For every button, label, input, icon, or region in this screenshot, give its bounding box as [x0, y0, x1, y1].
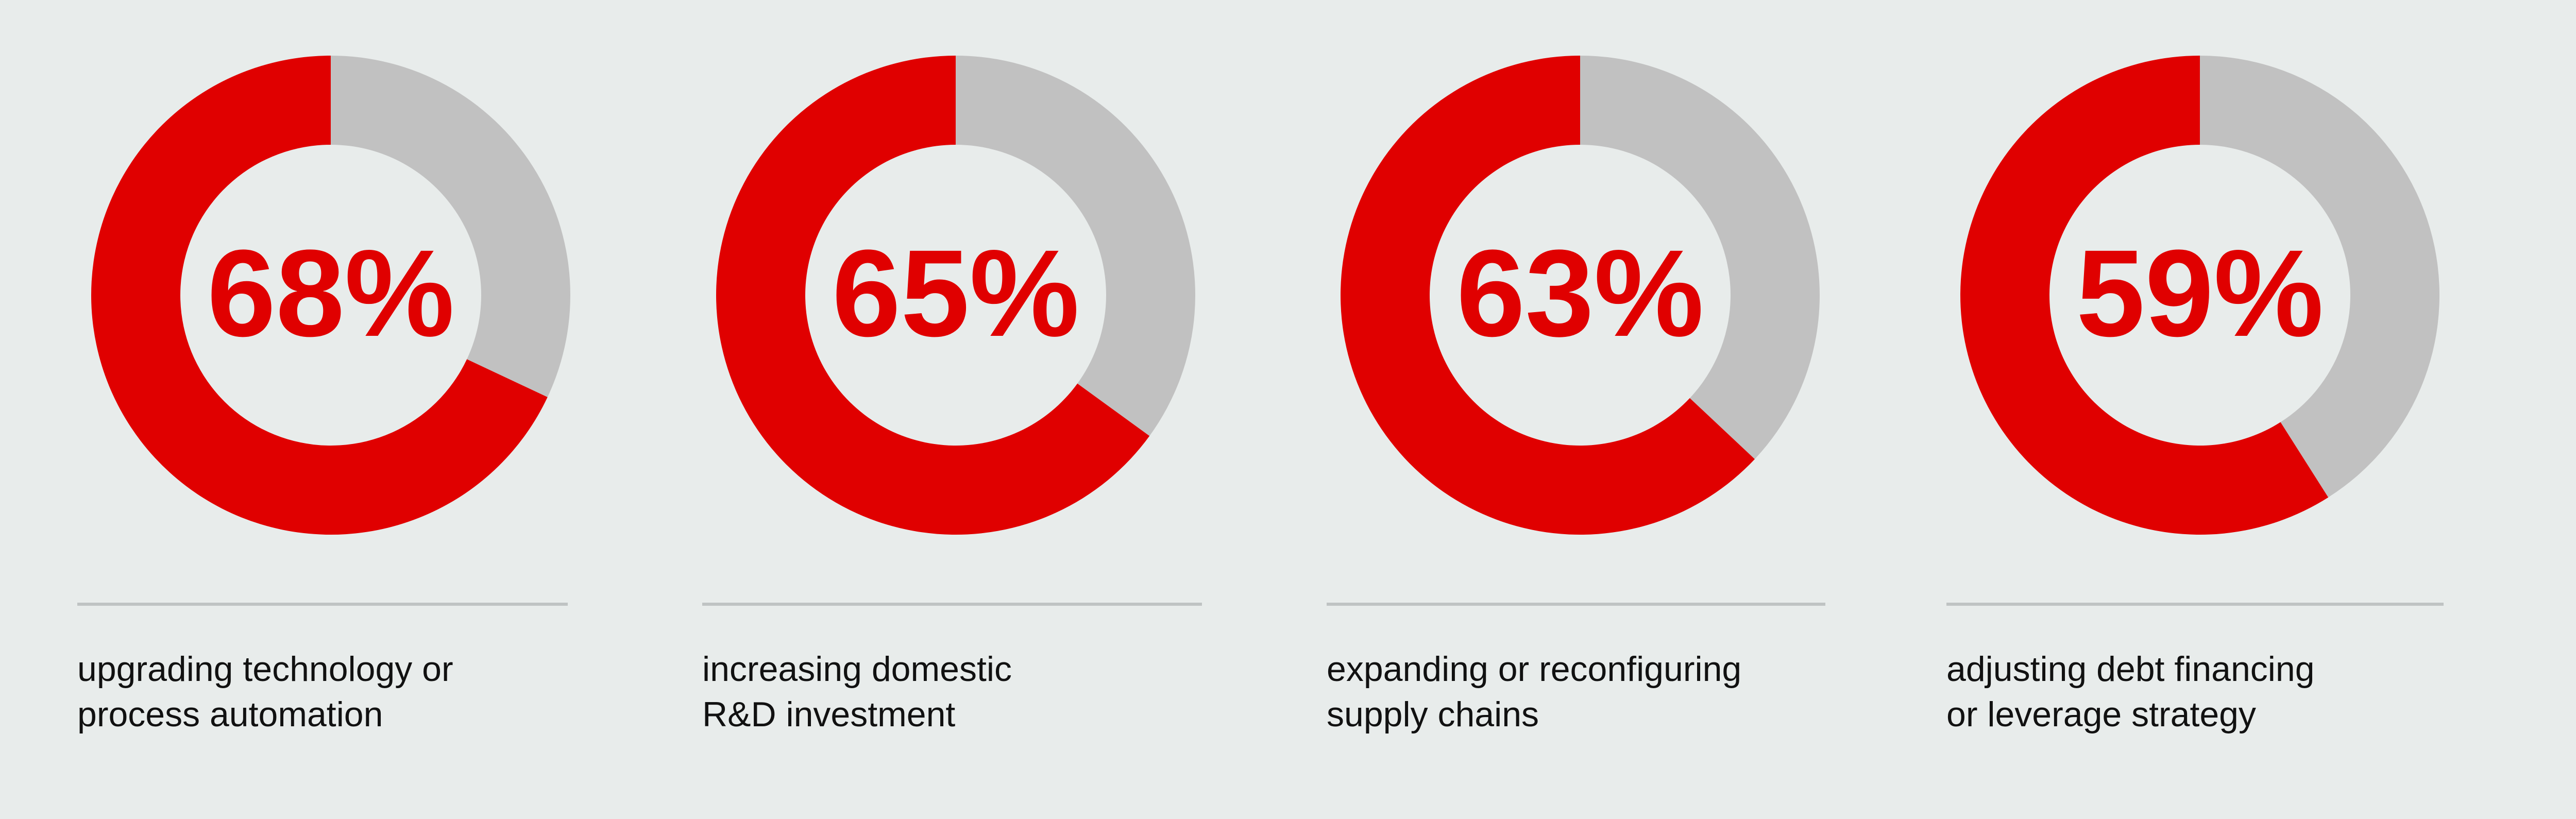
donut-remainder-3: [1580, 56, 1820, 459]
donut-chart-1: 68%: [91, 56, 570, 535]
donut-filled-4: [1960, 56, 2329, 535]
category-label-3: expanding or reconfiguring supply chains: [1327, 646, 1842, 737]
donut-filled-2: [716, 56, 1150, 535]
donut-percent-label-1: 68%: [207, 224, 454, 362]
divider-2: [702, 603, 1202, 606]
donut-filled-1: [91, 56, 548, 535]
category-label-2-line-1: increasing domestic: [702, 650, 1012, 689]
divider-3: [1327, 603, 1825, 606]
category-label-1-line-2: process automation: [77, 695, 383, 734]
category-label-4: adjusting debt financing or leverage str…: [1946, 646, 2462, 737]
donut-remainder-2: [956, 56, 1195, 436]
category-label-3-line-1: expanding or reconfiguring: [1327, 650, 1742, 689]
chart-panel-1: 68% upgrading technology or process auto…: [77, 0, 592, 819]
category-label-4-line-1: adjusting debt financing: [1946, 650, 2315, 689]
donut-percent-label-3: 63%: [1456, 224, 1704, 362]
category-label-1: upgrading technology or process automati…: [77, 646, 592, 737]
divider-1: [77, 603, 568, 606]
donut-chart-2: 65%: [716, 56, 1195, 535]
chart-panel-4: 59% adjusting debt financing or leverage…: [1946, 0, 2462, 819]
donut-filled-3: [1341, 56, 1755, 535]
donut-chart-4: 59%: [1960, 56, 2439, 535]
donut-chart-3: 63%: [1341, 56, 1820, 535]
donut-remainder-1: [331, 56, 570, 397]
divider-4: [1946, 603, 2444, 606]
category-label-1-line-1: upgrading technology or: [77, 650, 453, 689]
category-label-4-line-2: or leverage strategy: [1946, 695, 2256, 734]
donut-remainder-4: [2200, 56, 2439, 498]
chart-panel-3: 63% expanding or reconfiguring supply ch…: [1327, 0, 1842, 819]
category-label-3-line-2: supply chains: [1327, 695, 1539, 734]
donut-percent-label-2: 65%: [832, 224, 1079, 362]
chart-panel-2: 65% increasing domestic R&D investment: [702, 0, 1217, 819]
donut-percent-label-4: 59%: [2076, 224, 2324, 362]
category-label-2-line-2: R&D investment: [702, 695, 956, 734]
category-label-2: increasing domestic R&D investment: [702, 646, 1217, 737]
